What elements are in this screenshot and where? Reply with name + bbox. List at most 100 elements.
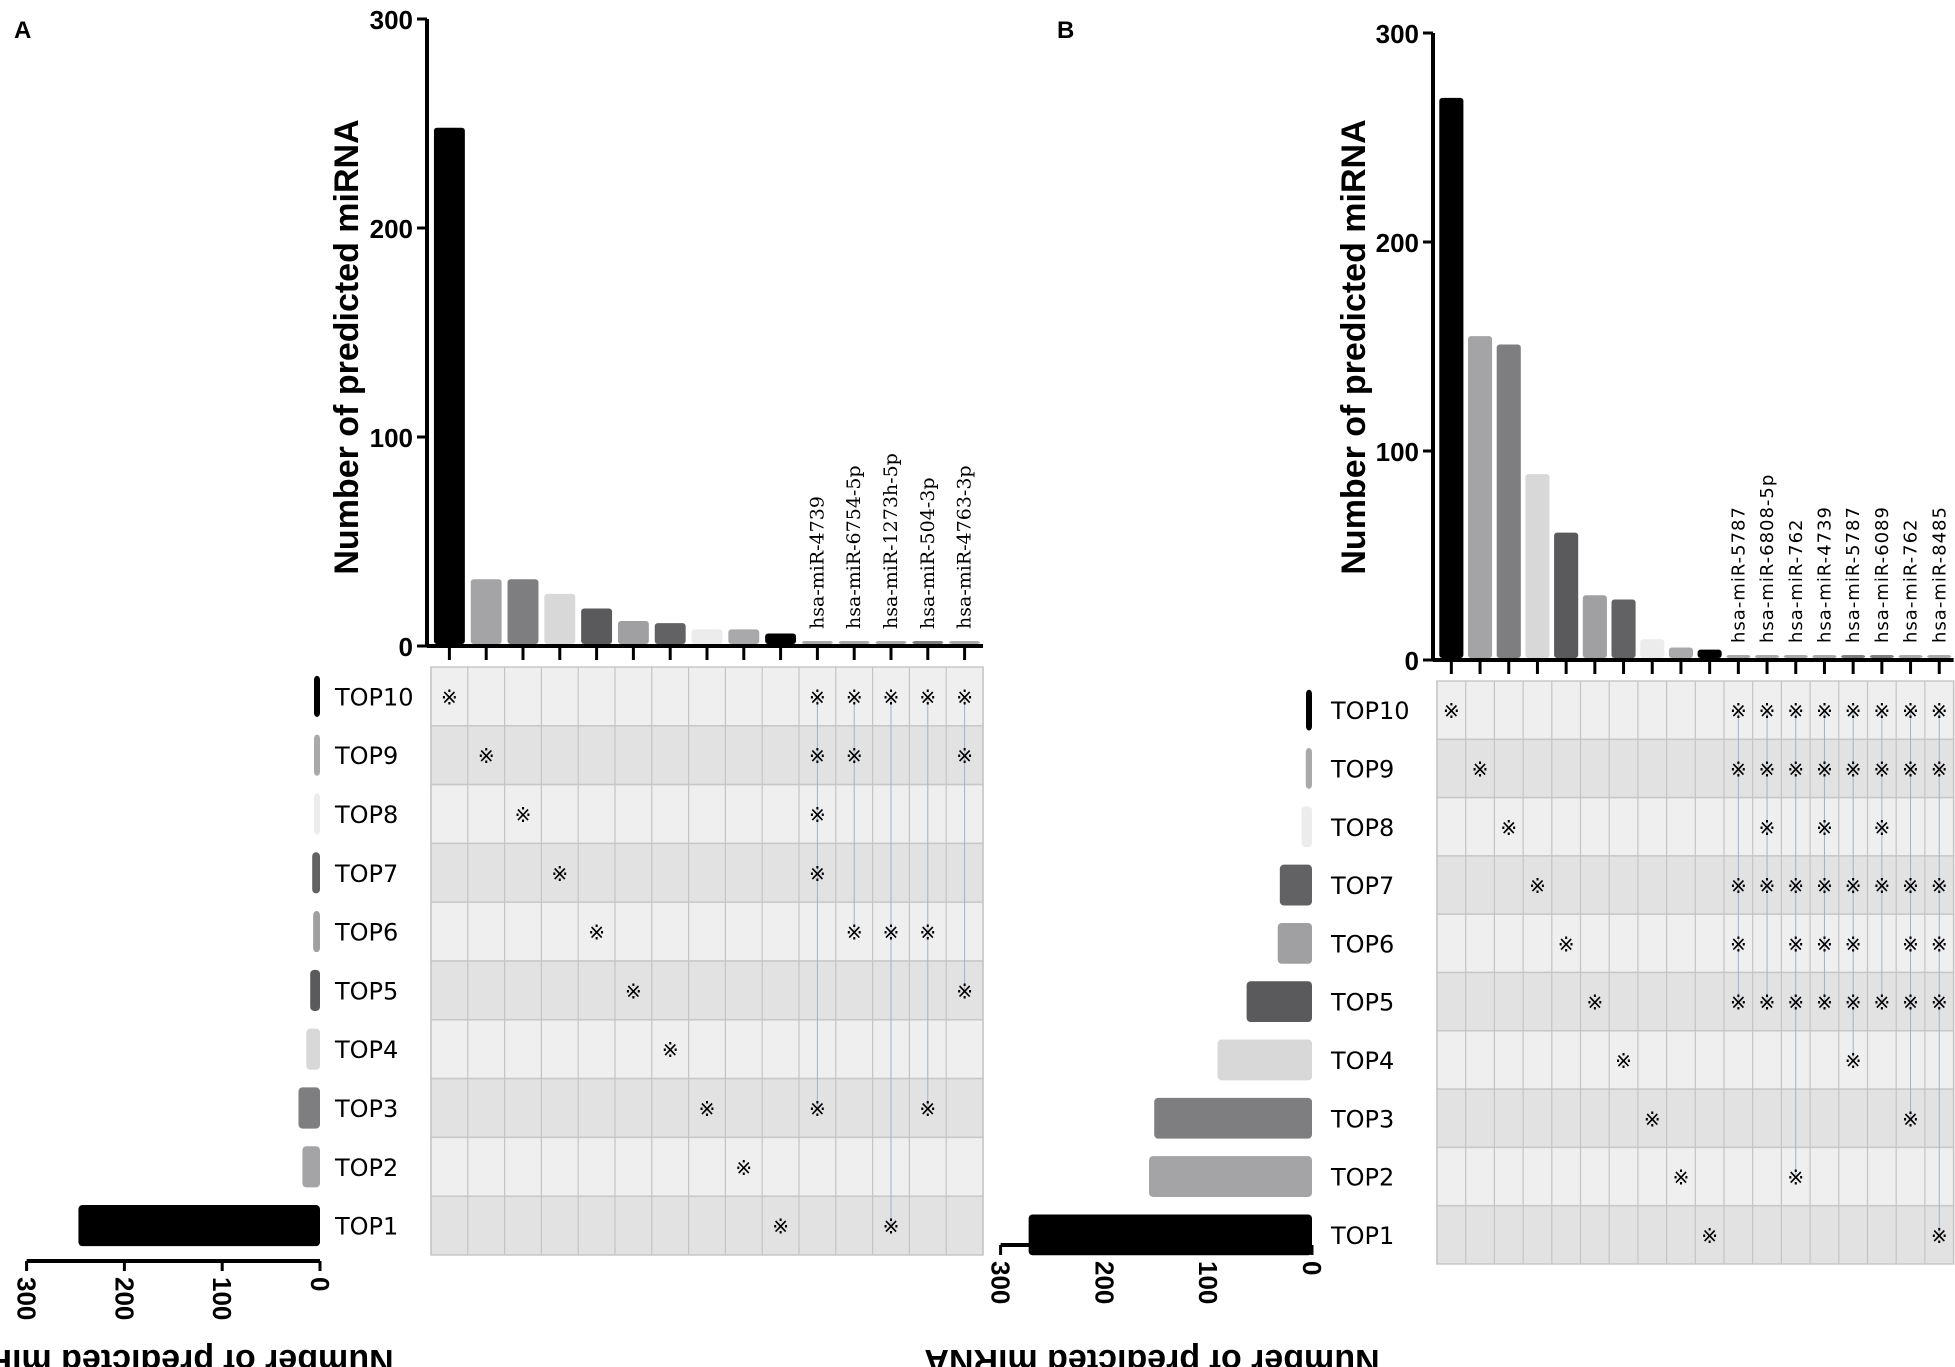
intersection-bar [1841, 655, 1866, 658]
set-label: TOP3 [1330, 1105, 1394, 1133]
mirna-label: hsa-miR-762 [1786, 519, 1807, 643]
panel-b-y-axis-title: Number of predicted miRNA [1335, 119, 1373, 574]
set-size-tick-label: 200 [109, 1277, 139, 1320]
mirna-label: hsa-miR-4763-3p [954, 465, 976, 629]
intersection-bar [728, 629, 760, 644]
membership-marker: ※ [846, 744, 863, 768]
intersection-bar [691, 629, 723, 644]
membership-marker: ※ [1730, 932, 1747, 956]
membership-marker: ※ [883, 1215, 900, 1239]
intersection-bar [1898, 655, 1923, 658]
set-size-tick-label: 0 [305, 1277, 335, 1291]
membership-marker: ※ [1730, 757, 1747, 781]
membership-marker: ※ [809, 1097, 826, 1121]
intersection-bar [949, 641, 981, 644]
set-size-bar [1154, 1097, 1312, 1139]
membership-marker: ※ [1873, 991, 1890, 1015]
intersection-bar [470, 579, 502, 644]
membership-marker: ※ [1787, 932, 1804, 956]
membership-marker: ※ [1816, 874, 1833, 898]
membership-marker: ※ [1730, 991, 1747, 1015]
set-size-bar [1149, 1156, 1312, 1197]
membership-marker: ※ [662, 1038, 679, 1062]
membership-marker: ※ [1644, 1107, 1661, 1131]
membership-marker: ※ [551, 862, 568, 886]
membership-marker: ※ [1873, 757, 1890, 781]
membership-marker: ※ [1759, 757, 1776, 781]
membership-marker: ※ [772, 1215, 789, 1239]
membership-marker: ※ [625, 979, 642, 1003]
membership-marker: ※ [1845, 932, 1862, 956]
panel-b: B Number of predicted miRNA Number of pr… [924, 17, 1955, 1367]
matrix-row-background [430, 842, 984, 903]
set-label: TOP5 [1330, 989, 1394, 1017]
set-size-bar [306, 1028, 320, 1070]
membership-marker: ※ [1787, 991, 1804, 1015]
membership-marker: ※ [1845, 874, 1862, 898]
membership-marker: ※ [1873, 816, 1890, 840]
intersection-bar [654, 623, 686, 644]
set-label: TOP8 [334, 801, 398, 829]
intersection-bar [838, 641, 870, 644]
membership-marker: ※ [883, 685, 900, 709]
set-size-bar [302, 1146, 320, 1188]
y-tick-label: 300 [370, 5, 413, 35]
membership-marker: ※ [809, 744, 826, 768]
membership-marker: ※ [1845, 991, 1862, 1015]
mirna-label: hsa-miR-6754-5p [843, 465, 865, 629]
mirna-label: hsa-miR-762 [1901, 519, 1922, 643]
intersection-bar [1869, 655, 1894, 658]
matrix-row-background [430, 725, 984, 786]
membership-marker: ※ [919, 921, 936, 945]
membership-marker: ※ [1816, 699, 1833, 723]
set-size-tick-label: 300 [986, 1261, 1016, 1304]
matrix-row-background [430, 901, 984, 962]
set-size-bar [1217, 1039, 1312, 1081]
set-label: TOP4 [334, 1036, 398, 1064]
mirna-label: hsa-miR-504-3p [917, 478, 939, 630]
set-size-bar [1306, 689, 1312, 731]
membership-marker: ※ [478, 744, 495, 768]
y-tick-label: 200 [370, 214, 413, 244]
set-label: TOP10 [334, 683, 414, 711]
membership-marker: ※ [1759, 816, 1776, 840]
mirna-label: hsa-miR-4739 [806, 496, 828, 629]
set-size-bar [313, 911, 320, 953]
membership-marker: ※ [1787, 874, 1804, 898]
membership-marker: ※ [1931, 1224, 1948, 1248]
set-label: TOP2 [334, 1154, 398, 1182]
set-label: TOP3 [334, 1095, 398, 1123]
membership-marker: ※ [1759, 991, 1776, 1015]
membership-marker: ※ [1787, 699, 1804, 723]
intersection-bar [765, 633, 797, 644]
membership-marker: ※ [1787, 1166, 1804, 1190]
mirna-label: hsa-miR-6808-5p [1757, 474, 1778, 643]
intersection-bar [1554, 532, 1579, 658]
intersection-bar [1525, 474, 1550, 658]
membership-marker: ※ [956, 744, 973, 768]
set-size-bar [298, 1087, 320, 1129]
membership-marker: ※ [1931, 874, 1948, 898]
set-size-bar [1246, 981, 1312, 1023]
set-label: TOP6 [1330, 930, 1394, 958]
y-tick-label: 0 [1405, 646, 1419, 676]
membership-marker: ※ [1902, 932, 1919, 956]
membership-marker: ※ [1816, 816, 1833, 840]
membership-marker: ※ [919, 1097, 936, 1121]
panel-a-letter: A [14, 17, 31, 44]
membership-marker: ※ [809, 862, 826, 886]
membership-marker: ※ [1902, 991, 1919, 1015]
set-label: TOP1 [334, 1213, 398, 1241]
y-tick-label: 300 [1376, 19, 1419, 49]
membership-marker: ※ [735, 1156, 752, 1180]
set-size-bar [312, 852, 320, 894]
membership-marker: ※ [1730, 874, 1747, 898]
set-label: TOP8 [1330, 814, 1394, 842]
membership-marker: ※ [1902, 699, 1919, 723]
set-label: TOP7 [1330, 872, 1394, 900]
intersection-bar [507, 579, 539, 644]
membership-marker: ※ [1816, 991, 1833, 1015]
mirna-label: hsa-miR-5787 [1728, 506, 1749, 643]
membership-marker: ※ [1586, 991, 1603, 1015]
set-label: TOP2 [1330, 1164, 1394, 1192]
